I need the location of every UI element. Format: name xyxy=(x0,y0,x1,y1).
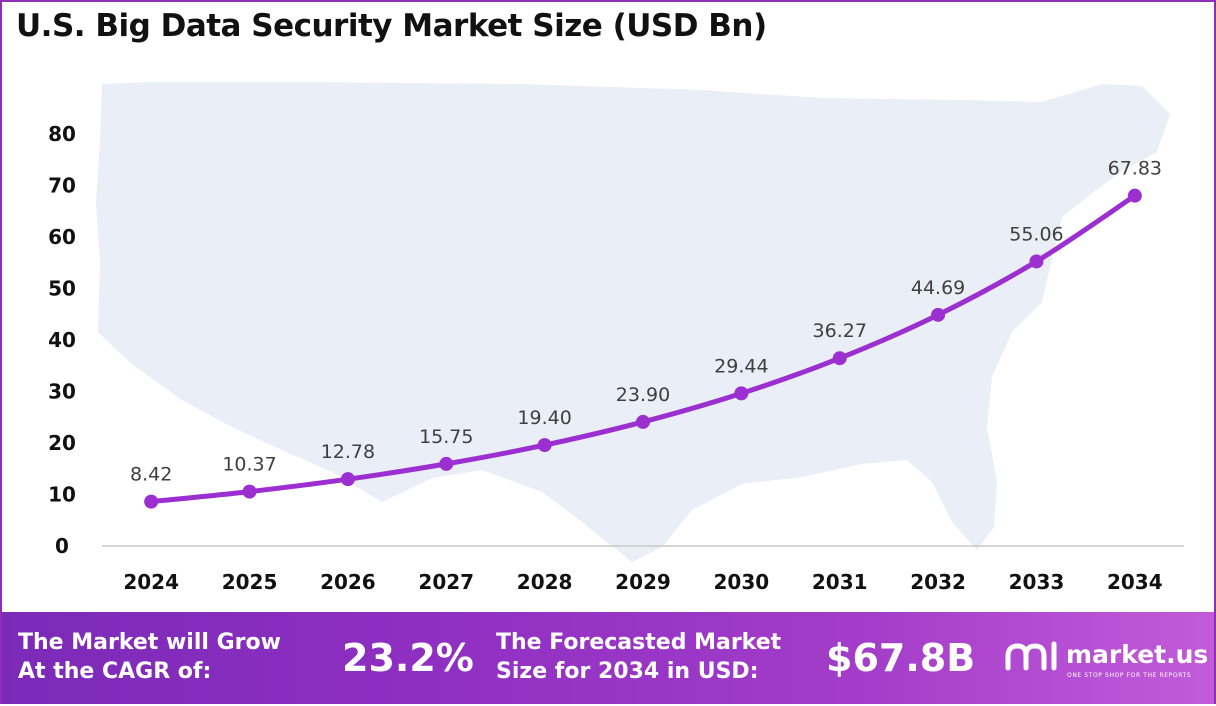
x-tick-label: 2024 xyxy=(123,570,179,594)
x-tick-label: 2027 xyxy=(418,570,474,594)
data-point xyxy=(439,456,454,471)
y-tick-label: 60 xyxy=(48,225,76,249)
data-label: 15.75 xyxy=(419,426,473,448)
y-tick-label: 40 xyxy=(48,328,76,352)
y-tick-label: 20 xyxy=(48,431,76,455)
data-point xyxy=(1029,254,1044,269)
data-point xyxy=(537,438,552,453)
data-label: 29.44 xyxy=(714,355,768,377)
data-label: 10.37 xyxy=(222,454,276,476)
forecast-value: $67.8B xyxy=(826,636,976,680)
data-point xyxy=(144,494,159,509)
x-tick-label: 2032 xyxy=(910,570,966,594)
data-point xyxy=(734,386,749,401)
y-tick-label: 0 xyxy=(55,534,69,558)
data-label: 8.42 xyxy=(130,464,172,486)
y-tick-label: 30 xyxy=(48,380,76,404)
x-tick-label: 2034 xyxy=(1107,570,1163,594)
x-tick-label: 2026 xyxy=(320,570,376,594)
y-tick-label: 80 xyxy=(48,122,76,146)
data-label: 36.27 xyxy=(813,320,867,342)
cagr-label: The Market will Grow At the CAGR of: xyxy=(18,630,281,684)
x-tick-label: 2028 xyxy=(517,570,573,594)
y-tick-label: 10 xyxy=(48,483,76,507)
brand-tagline: ONE STOP SHOP FOR THE REPORTS xyxy=(1067,672,1192,679)
brand-logo[interactable]: market.us ONE STOP SHOP FOR THE REPORTS xyxy=(1004,638,1214,686)
data-point xyxy=(636,414,650,429)
data-point xyxy=(1127,188,1142,203)
data-label: 12.78 xyxy=(321,441,375,463)
data-label: 19.40 xyxy=(517,407,571,429)
data-point xyxy=(931,307,946,322)
y-tick-label: 70 xyxy=(48,174,76,198)
forecast-label: The Forecasted Market Size for 2034 in U… xyxy=(496,630,782,684)
x-tick-label: 2029 xyxy=(615,570,671,594)
x-tick-label: 2033 xyxy=(1009,570,1065,594)
x-tick-label: 2031 xyxy=(812,570,868,594)
market-us-logo-icon xyxy=(1005,641,1057,671)
brand-name: market.us xyxy=(1066,640,1209,669)
us-map-background xyxy=(96,82,1170,562)
data-label: 23.90 xyxy=(616,384,670,406)
x-tick-label: 2030 xyxy=(714,570,770,594)
cagr-value: 23.2% xyxy=(342,636,474,680)
data-point xyxy=(832,351,847,366)
y-tick-label: 50 xyxy=(48,277,76,301)
data-label: 55.06 xyxy=(1009,223,1063,245)
chart-title: U.S. Big Data Security Market Size (USD … xyxy=(16,8,767,44)
data-label: 67.83 xyxy=(1108,158,1162,180)
data-point xyxy=(242,484,257,499)
data-label: 44.69 xyxy=(911,277,965,299)
footer-banner: The Market will Grow At the CAGR of: 23.… xyxy=(2,612,1214,704)
x-tick-label: 2025 xyxy=(222,570,278,594)
data-point xyxy=(340,472,355,487)
